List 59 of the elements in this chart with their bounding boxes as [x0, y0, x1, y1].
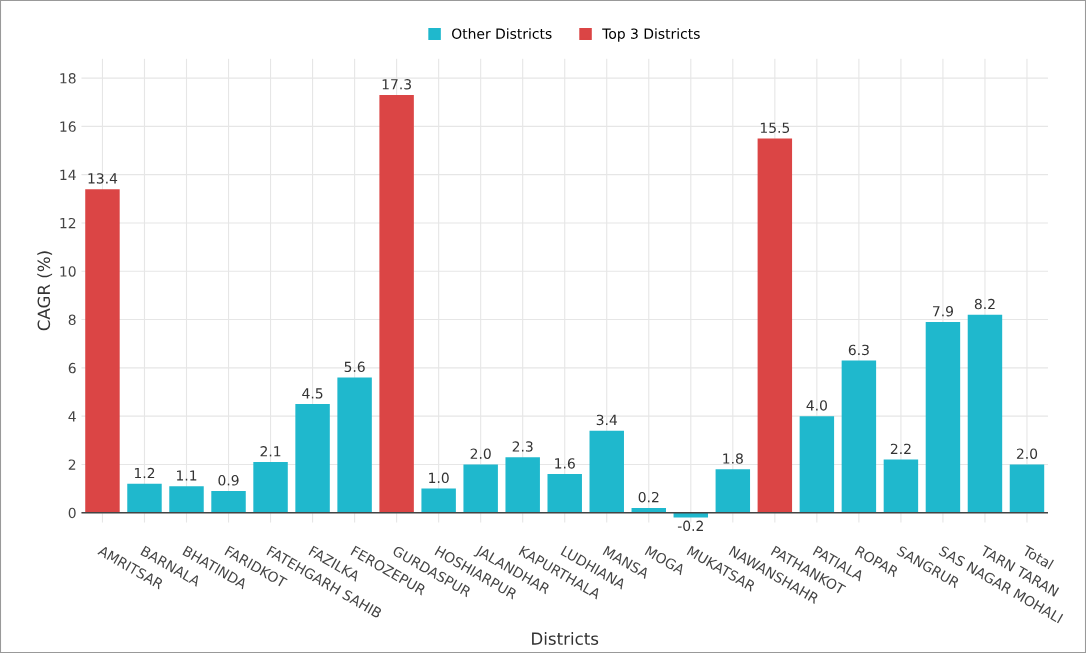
data-label: 15.5	[760, 122, 790, 133]
data-label: 1.0	[429, 472, 449, 484]
y-tick-label: 14	[60, 169, 76, 180]
bar	[127, 483, 162, 513]
data-label: 2.1	[260, 446, 281, 457]
bar	[1009, 464, 1045, 513]
y-tick-label: 10	[60, 266, 76, 277]
bar	[841, 360, 877, 513]
y-tick-label: 6	[68, 362, 76, 374]
bar	[883, 459, 919, 513]
y-tick-label: 18	[60, 73, 76, 84]
bar	[925, 321, 961, 513]
data-label: 2.2	[890, 443, 911, 454]
data-label: 5.6	[344, 361, 365, 373]
data-label: 1.1	[176, 470, 197, 481]
bar	[799, 416, 835, 513]
data-label: 1.6	[555, 458, 575, 469]
data-label: 17.3	[382, 79, 411, 90]
data-label: 2.0	[1016, 448, 1038, 459]
legend-label: Top 3 Districts	[602, 28, 700, 42]
bar	[463, 464, 498, 513]
y-tick-label: 2	[68, 459, 76, 470]
y-tick-label: 4	[68, 411, 76, 422]
bar	[253, 462, 288, 513]
data-label: -0.2	[677, 520, 703, 532]
y-tick-label: 12	[60, 217, 76, 229]
bar	[379, 94, 414, 513]
y-tick-label: 0	[68, 507, 76, 519]
bar	[295, 404, 330, 513]
data-label: 13.4	[88, 173, 118, 184]
data-label: 6.3	[848, 344, 869, 356]
data-label: 2.0	[470, 448, 491, 459]
data-label: 4.5	[302, 388, 323, 399]
data-label: 1.8	[723, 453, 743, 464]
x-axis-title: Districts	[532, 632, 599, 645]
y-tick-label: 8	[68, 314, 76, 326]
bar	[757, 138, 793, 513]
data-label: 1.2	[134, 467, 155, 479]
data-label: 0.2	[638, 491, 659, 503]
data-label: 8.2	[974, 298, 995, 310]
bar	[673, 512, 709, 518]
data-label: 0.9	[218, 475, 239, 486]
y-axis-title: CAGR (%)	[37, 251, 53, 331]
bar	[505, 457, 540, 513]
bar	[715, 469, 751, 513]
data-label: 3.4	[596, 414, 618, 426]
bar	[85, 189, 120, 513]
bar	[547, 474, 582, 513]
y-tick-label: 16	[60, 121, 76, 132]
bar	[967, 314, 1003, 513]
data-label: 7.9	[933, 306, 953, 317]
bar	[421, 488, 456, 513]
data-label: 4.0	[806, 400, 827, 411]
bar	[337, 377, 372, 513]
bar	[589, 430, 624, 513]
bar	[169, 486, 204, 513]
data-label: 2.3	[512, 441, 533, 452]
bar	[211, 491, 246, 513]
legend-label: Other Districts	[452, 28, 552, 39]
